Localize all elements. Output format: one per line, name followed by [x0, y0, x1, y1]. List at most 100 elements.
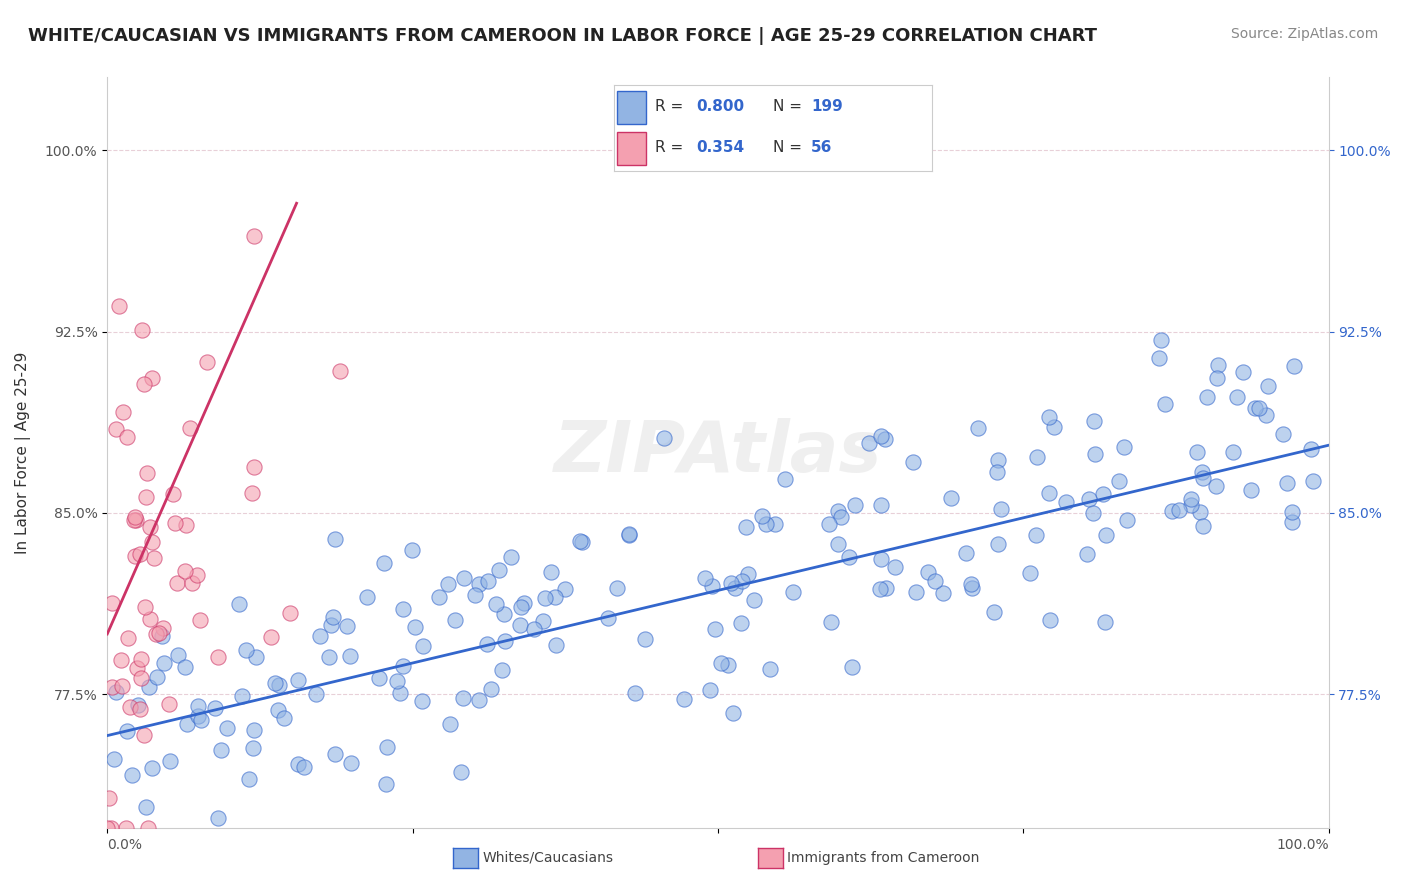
Text: Immigrants from Cameroon: Immigrants from Cameroon [787, 851, 980, 865]
Point [174, 517, 197, 532]
Point [987, 453, 1010, 467]
Point [494, 607, 516, 622]
Point [1077, 491, 1099, 506]
Point [617, 527, 640, 541]
Point [120, 700, 142, 714]
Point [1191, 465, 1213, 479]
Point [1039, 613, 1062, 627]
Point [124, 510, 146, 524]
Point [173, 564, 195, 578]
Point [1167, 502, 1189, 516]
Point [858, 436, 880, 450]
Point [117, 724, 139, 739]
Text: Source: ZipAtlas.com: Source: ZipAtlas.com [1230, 27, 1378, 41]
Point [1206, 358, 1229, 372]
Point [141, 535, 163, 549]
Point [125, 661, 148, 675]
Point [173, 660, 195, 674]
Point [287, 756, 309, 771]
Point [187, 709, 209, 723]
Point [228, 598, 250, 612]
Point [903, 455, 925, 469]
Point [1083, 414, 1105, 428]
Point [1095, 528, 1118, 542]
Point [827, 503, 849, 517]
Point [775, 472, 797, 486]
Point [568, 534, 591, 549]
Point [339, 649, 361, 664]
Point [375, 740, 398, 755]
Point [737, 567, 759, 582]
Point [1192, 519, 1215, 533]
Point [955, 546, 977, 560]
Point [1222, 445, 1244, 459]
Point [128, 701, 150, 715]
Point [190, 713, 212, 727]
Point [1195, 390, 1218, 404]
Point [485, 597, 508, 611]
Point [844, 498, 866, 512]
Point [336, 619, 359, 633]
Point [127, 698, 149, 713]
Point [830, 509, 852, 524]
Point [755, 516, 778, 531]
Point [340, 756, 363, 770]
Point [309, 629, 332, 643]
Point [195, 355, 218, 369]
Point [187, 699, 209, 714]
Point [134, 599, 156, 614]
Point [287, 673, 309, 687]
Point [103, 752, 125, 766]
Point [167, 648, 190, 663]
Point [513, 596, 536, 610]
Point [1108, 474, 1130, 488]
Point [1247, 401, 1270, 416]
Point [717, 658, 740, 673]
Point [242, 460, 264, 475]
Point [125, 513, 148, 527]
Point [238, 772, 260, 786]
Point [1302, 475, 1324, 489]
Point [870, 552, 893, 566]
Point [436, 577, 458, 591]
Point [479, 681, 502, 696]
Point [101, 680, 124, 694]
Point [356, 591, 378, 605]
Point [1226, 390, 1249, 404]
Point [387, 674, 409, 689]
Point [1281, 505, 1303, 519]
Point [1240, 483, 1263, 497]
Point [1257, 379, 1279, 393]
Point [634, 632, 657, 646]
Point [159, 754, 181, 768]
Point [451, 690, 474, 705]
Point [477, 574, 499, 588]
Point [751, 508, 773, 523]
Point [321, 618, 343, 632]
Point [838, 549, 860, 564]
Point [323, 533, 346, 547]
Point [534, 591, 557, 606]
Point [1147, 351, 1170, 365]
Point [1076, 548, 1098, 562]
Point [292, 760, 315, 774]
Point [152, 628, 174, 642]
Point [152, 621, 174, 635]
Point [875, 582, 897, 596]
Point [869, 582, 891, 596]
Point [439, 716, 461, 731]
Point [540, 566, 562, 580]
Point [264, 676, 287, 690]
Point [115, 821, 138, 835]
Point [1256, 409, 1278, 423]
Point [138, 681, 160, 695]
Point [243, 228, 266, 243]
Point [122, 513, 145, 527]
Point [450, 765, 472, 780]
Point [97, 791, 120, 805]
Point [1271, 427, 1294, 442]
Point [129, 547, 152, 561]
Point [724, 582, 747, 596]
Point [188, 613, 211, 627]
Point [427, 590, 450, 604]
